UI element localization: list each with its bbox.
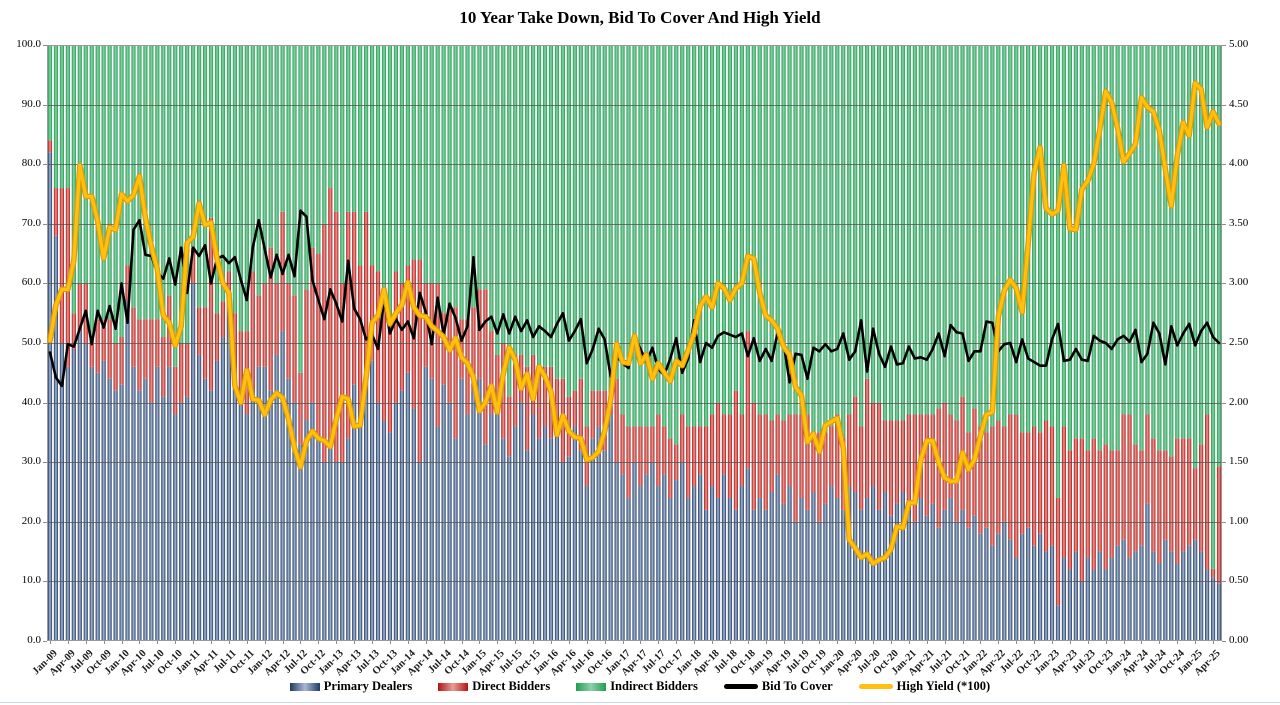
right-axis-tick-label: 2.00 bbox=[1229, 395, 1249, 408]
left-axis-tick-label: 100.0 bbox=[16, 38, 41, 50]
right-axis-tick-label: 0.00 bbox=[1229, 634, 1249, 646]
left-axis-tick-label: 10.0 bbox=[21, 574, 41, 587]
legend-item-indirect-bidders: Indirect Bidders bbox=[576, 679, 698, 694]
right-axis-tick-label: 1.50 bbox=[1229, 455, 1249, 468]
right-axis-tick-label: 1.00 bbox=[1229, 514, 1249, 527]
legend: Primary Dealers Direct Bidders Indirect … bbox=[0, 679, 1280, 694]
left-axis-tick-label: 40.0 bbox=[21, 395, 41, 408]
legend-label: Direct Bidders bbox=[472, 679, 551, 693]
legend-item-direct-bidders: Direct Bidders bbox=[438, 679, 550, 694]
left-axis-tick-label: 20.0 bbox=[21, 514, 41, 527]
right-axis-tick-label: 3.00 bbox=[1229, 276, 1249, 289]
left-axis-tick-label: 30.0 bbox=[21, 455, 41, 468]
primary-dealers-swatch-icon bbox=[289, 682, 320, 691]
left-axis-tick-label: 50.0 bbox=[21, 336, 41, 348]
left-axis-tick-label: 70.0 bbox=[21, 216, 41, 229]
bid-to-cover-line-icon bbox=[723, 684, 758, 689]
left-axis-tick-label: 60.0 bbox=[21, 276, 41, 289]
right-axis-tick-label: 0.50 bbox=[1229, 574, 1249, 587]
high-yield-line-icon bbox=[858, 684, 893, 689]
legend-label: High Yield (*100) bbox=[896, 679, 991, 693]
legend-item-bid-to-cover: Bid To Cover bbox=[723, 679, 833, 694]
right-axis-tick-label: 4.50 bbox=[1229, 97, 1249, 110]
left-axis-tick-label: 80.0 bbox=[21, 157, 41, 170]
right-axis-tick-label: 2.50 bbox=[1229, 336, 1249, 348]
right-axis-tick-label: 5.00 bbox=[1229, 38, 1249, 50]
indirect-bidders-swatch-icon bbox=[576, 682, 607, 691]
legend-item-primary-dealers: Primary Dealers bbox=[289, 679, 413, 694]
legend-label: Indirect Bidders bbox=[610, 679, 698, 693]
right-axis-tick-label: 4.00 bbox=[1229, 157, 1249, 170]
left-axis-tick-label: 90.0 bbox=[21, 97, 41, 110]
legend-item-high-yield: High Yield (*100) bbox=[858, 679, 991, 694]
bottom-divider bbox=[0, 702, 1280, 703]
left-axis-tick-label: 0.0 bbox=[27, 634, 41, 646]
right-axis-tick-label: 3.50 bbox=[1229, 216, 1249, 229]
direct-bidders-swatch-icon bbox=[438, 682, 469, 691]
legend-label: Primary Dealers bbox=[323, 679, 413, 693]
legend-label: Bid To Cover bbox=[761, 679, 833, 693]
